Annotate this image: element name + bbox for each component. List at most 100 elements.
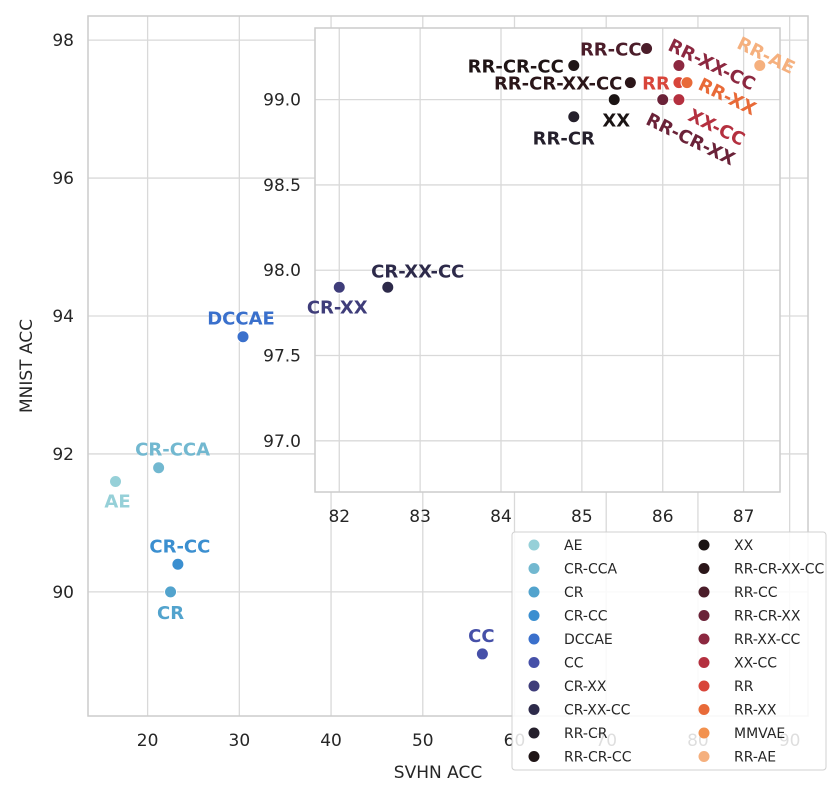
legend-item-rr-xx-cc: RR-XX-CC	[698, 632, 801, 648]
point-rr-xx	[680, 76, 694, 90]
label-ae: AE	[104, 492, 130, 513]
legend-marker	[698, 610, 710, 621]
point-cr-cc	[171, 557, 185, 571]
legend-item-rr: RR	[698, 679, 754, 695]
legend-box	[511, 531, 827, 771]
legend-label: RR-CC	[734, 585, 778, 601]
legend-item-cr-xx-cc: CR-XX-CC	[528, 703, 631, 719]
label-dccae: DCCAE	[207, 309, 275, 330]
point-rr-cr-cc	[567, 59, 581, 73]
legend-entries: AE CR-CCA CR CR-CC DCCAE CC CR-XX CR-XX-CC RR-CR…	[528, 538, 825, 766]
legend-marker	[698, 704, 710, 715]
legend-marker	[698, 586, 710, 598]
inset-y-tick-label: 97.0	[263, 432, 301, 452]
label-cc: CC	[468, 626, 494, 647]
legend-marker	[698, 539, 710, 551]
point-xx	[607, 93, 621, 107]
legend-label: CR-XX-CC	[564, 703, 631, 719]
legend-label: RR-CR-XX	[734, 609, 801, 625]
legend-marker	[528, 727, 540, 739]
label-rr-cr-cc: RR-CR-CC	[468, 57, 564, 78]
inset-zoom-plot: 82 83 84 85 86 87 97.0 97.5 98.0 98.5 99.0 CR-XXCR…	[263, 27, 798, 527]
legend-item-rr-cr-xx-cc: RR-CR-XX-CC	[698, 562, 825, 578]
legend-marker	[698, 563, 710, 574]
legend-item-xx-cc: XX-CC	[698, 656, 777, 672]
label-rr-cr-xx-cc: RR-CR-XX-CC	[494, 74, 622, 95]
legend-marker	[528, 657, 540, 668]
label-rr-cr: RR-CR	[533, 129, 595, 150]
legend-item-ae: AE	[528, 538, 582, 554]
inset-y-tick-label: 98.0	[263, 261, 301, 281]
legend-item-mmvae: MMVAE	[698, 726, 785, 742]
label-cr-xx: CR-XX	[307, 297, 368, 318]
point-rr-cc	[640, 41, 654, 55]
legend-label: CR	[564, 585, 584, 601]
x-tick-label: 20	[137, 731, 159, 751]
legend-marker	[698, 680, 710, 692]
label-xx: XX	[602, 111, 630, 132]
main-points	[109, 330, 699, 661]
legend-label: RR-CR-XX-CC	[734, 562, 825, 578]
legend-item-cr: CR	[528, 585, 584, 601]
inset-grid	[315, 28, 780, 492]
legend-label: XX	[734, 538, 754, 554]
point-xx-cc	[672, 93, 686, 107]
legend-label: RR-XX-CC	[734, 632, 801, 648]
legend-marker	[698, 751, 710, 762]
inset-x-tick-label: 83	[409, 507, 431, 527]
legend-marker	[698, 727, 710, 739]
inset-x-tick-label: 82	[328, 507, 350, 527]
inset-x-tick-label: 84	[490, 507, 512, 527]
legend-item-cc: CC	[528, 656, 584, 672]
point-cr-xx-cc	[381, 280, 395, 294]
point-rr-xx-cc	[672, 59, 686, 73]
legend-item-cr-xx: CR-XX	[528, 679, 607, 695]
point-rr-cr-xx-cc	[623, 76, 637, 90]
point-cc	[475, 647, 489, 661]
legend-marker	[698, 657, 710, 668]
legend-marker	[528, 751, 540, 762]
y-tick-label: 94	[52, 307, 74, 327]
point-cr	[164, 585, 178, 599]
legend-marker	[528, 610, 540, 621]
y-tick-label: 96	[52, 169, 74, 189]
legend-item-dccae: DCCAE	[528, 632, 613, 648]
point-dccae	[236, 330, 250, 344]
label-cr-xx-cc: CR-XX-CC	[371, 261, 464, 282]
label-cr: CR	[157, 603, 184, 624]
legend-marker	[528, 633, 540, 645]
point-rr-cr	[567, 110, 581, 124]
x-axis-label: SVHN ACC	[394, 763, 482, 783]
legend-label: RR-AE	[734, 750, 776, 766]
label-rr: RR	[642, 74, 670, 95]
legend-item-rr-cc: RR-CC	[698, 585, 778, 601]
legend-label: CR-CC	[564, 609, 608, 625]
legend-marker	[528, 586, 540, 598]
inset-tick-labels: 82 83 84 85 86 87 97.0 97.5 98.0 98.5 99.0	[263, 91, 754, 527]
legend-label: RR-CR-CC	[564, 750, 632, 766]
label-cr-cca: CR-CCA	[135, 440, 210, 461]
inset-plot-frame	[314, 27, 781, 493]
legend: AE CR-CCA CR CR-CC DCCAE CC CR-XX CR-XX-CC RR-CR…	[511, 531, 827, 771]
point-rr-ae	[753, 59, 767, 73]
point-rr-cr-xx	[656, 93, 670, 107]
legend-marker	[528, 539, 540, 551]
x-tick-label: 30	[229, 731, 251, 751]
y-tick-label: 90	[52, 583, 74, 603]
inset-y-tick-label: 98.5	[263, 176, 301, 196]
legend-item-rr-ae: RR-AE	[698, 750, 776, 766]
legend-label: CR-CCA	[564, 562, 618, 578]
legend-label: RR-XX	[734, 703, 777, 719]
label-cr-cc: CR-CC	[149, 536, 210, 557]
legend-label: RR	[734, 679, 754, 695]
legend-label: AE	[564, 538, 582, 554]
inset-x-tick-label: 86	[652, 507, 674, 527]
y-tick-label: 98	[52, 31, 74, 51]
legend-item-cr-cc: CR-CC	[528, 609, 608, 625]
point-cr-cca	[152, 461, 166, 475]
legend-marker	[698, 633, 710, 645]
legend-label: RR-CR	[564, 726, 608, 742]
label-rr-cc: RR-CC	[580, 39, 642, 60]
inset-x-tick-label: 85	[571, 507, 593, 527]
